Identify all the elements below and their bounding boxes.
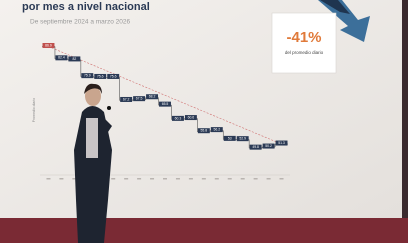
value-label: 82 (72, 57, 76, 61)
value-label: 65.5 (162, 102, 169, 106)
value-label: 75.6 (97, 74, 104, 78)
x-tick (189, 178, 193, 180)
value-label: 82.4 (58, 56, 65, 60)
x-tick (254, 178, 258, 180)
x-tick (137, 178, 141, 180)
value-label: 53 (228, 136, 232, 140)
x-tick (215, 178, 219, 180)
value-label: 49.8 (252, 145, 259, 149)
value-label: 67.2 (123, 97, 130, 101)
x-tick (150, 178, 154, 180)
value-label: 68.2 (149, 95, 156, 99)
value-label: 51.3 (278, 141, 285, 145)
x-tick (124, 178, 128, 180)
badge-value: -41% (286, 29, 321, 46)
value-label: 86.9 (45, 43, 52, 47)
x-tick (202, 178, 206, 180)
value-label: 75.6 (110, 74, 117, 78)
value-label: 50.2 (265, 144, 272, 148)
x-tick (228, 178, 232, 180)
y-axis-title: Promedio diario (32, 98, 36, 123)
value-label: 67.5 (136, 97, 143, 101)
value-label: 60.6 (188, 115, 195, 119)
x-tick (111, 178, 115, 180)
badge-caption: del promedio diario (285, 50, 324, 55)
x-tick (176, 178, 180, 180)
value-label: 55.8 (201, 129, 208, 133)
wall (0, 218, 408, 243)
scene: por mes a nivel nacional De septiembre 2… (0, 0, 408, 243)
value-label: 56.2 (213, 128, 220, 132)
value-label: 75.9 (84, 74, 91, 78)
x-tick (267, 178, 271, 180)
screen-subtitle: De septiembre 2024 a marzo 2026 (30, 19, 130, 26)
x-tick (280, 178, 284, 180)
x-tick (59, 178, 63, 180)
x-tick (46, 178, 50, 180)
value-label: 60.3 (175, 116, 182, 120)
value-label: 52.9 (239, 137, 246, 141)
x-tick (241, 178, 245, 180)
x-tick (163, 178, 167, 180)
screen-title: por mes a nivel nacional (22, 1, 150, 13)
screen (0, 0, 402, 218)
